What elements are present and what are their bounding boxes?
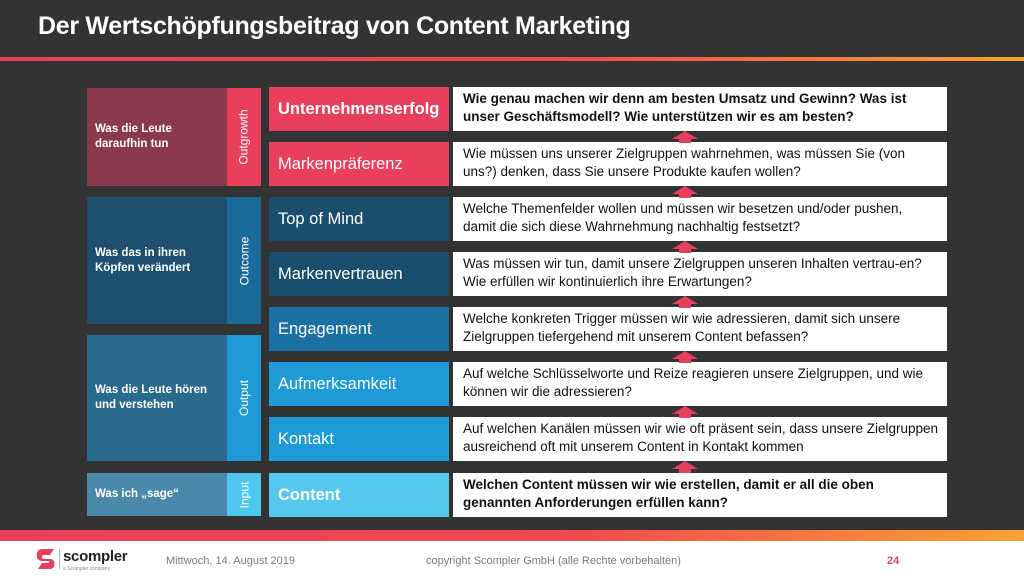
footer [0,541,1024,576]
row-label: Markenpräferenz [269,142,449,186]
up-arrow-icon [672,241,698,253]
group-tag: Outcome [227,197,261,324]
group-tag: Outgrowth [227,88,261,186]
up-arrow-icon [672,131,698,143]
row-description: Auf welchen Kanälen müssen wir wie oft p… [453,417,947,461]
group-tag: Input [227,473,261,516]
arrow-shape [672,461,698,473]
title-underline [0,57,1024,61]
arrow-shape [672,406,698,418]
row-markenvertrauen: Markenvertrauen Was müssen wir tun, dami… [269,252,947,296]
bottom-accent-bar [0,530,1024,541]
row-label: Markenvertrauen [269,252,449,296]
group-label: Was die Leute daraufhin tun [87,88,227,186]
footer-copyright: copyright Scompler GmbH (alle Rechte vor… [426,555,681,567]
group-tag-text: Outcome [237,236,251,285]
group-tag-text: Output [237,379,251,417]
row-content: Content Welchen Content müssen wir wie e… [269,473,947,517]
scompler-logo-icon [36,549,60,569]
group-output: Was die Leute hören und verstehen Output [87,335,261,461]
group-label: Was das in ihren Köpfen verändert [87,197,227,324]
row-description: Was müssen wir tun, damit unsere Zielgru… [453,252,947,296]
arrow-shape [672,131,698,143]
up-arrow-icon [672,186,698,198]
arrow-shape [672,241,698,253]
footer-date: Mittwoch, 14. August 2019 [166,555,296,567]
group-outgrowth: Was die Leute daraufhin tun Outgrowth [87,88,261,186]
group-tag-text: Outgrowth [237,109,252,165]
up-arrow-icon [672,406,698,418]
row-description: Welche konkreten Trigger müssen wir wie … [453,307,947,351]
row-unternehmenserfolg: Unternehmenserfolg Wie genau machen wir … [269,87,947,131]
row-description: Welche Themenfelder wollen und müssen wi… [453,197,947,241]
row-kontakt: Kontakt Auf welchen Kanälen müssen wir w… [269,417,947,461]
group-outcome: Was das in ihren Köpfen verändert Outcom… [87,197,261,324]
row-label: Kontakt [269,417,449,461]
row-label: Aufmerksamkeit [269,362,449,406]
group-label: Was die Leute hören und verstehen [87,335,227,461]
row-markenpraeferenz: Markenpräferenz Wie müssen uns unserer Z… [269,142,947,186]
slide-title: Der Wertschöpfungsbeitrag von Content Ma… [38,12,631,40]
up-arrow-icon [672,296,698,308]
row-engagement: Engagement Welche konkreten Trigger müss… [269,307,947,351]
row-description: Wie müssen uns unserer Zielgruppen wahrn… [453,142,947,186]
up-arrow-icon [672,461,698,473]
logo-subtext: a Scompler company [63,566,110,572]
row-label: Unternehmenserfolg [269,87,449,131]
arrow-shape [672,351,698,363]
row-description: Welchen Content müssen wir wie erstellen… [453,473,947,517]
up-arrow-icon [672,351,698,363]
arrow-shape [672,186,698,198]
row-label: Engagement [269,307,449,351]
row-label: Top of Mind [269,197,449,241]
row-description: Auf welche Schlüsselworte und Reize reag… [453,362,947,406]
group-tag-text: Input [236,481,251,508]
group-tag: Output [227,335,261,461]
group-label: Was ich „sage“ [87,473,227,516]
row-aufmerksamkeit: Aufmerksamkeit Auf welche Schlüsselworte… [269,362,947,406]
group-input: Was ich „sage“ Input [87,473,261,516]
slide-background: Der Wertschöpfungsbeitrag von Content Ma… [0,0,1024,541]
row-label: Content [269,473,449,517]
row-description: Wie genau machen wir denn am besten Umsa… [453,87,947,131]
page-number: 24 [887,555,900,567]
row-top-of-mind: Top of Mind Welche Themenfelder wollen u… [269,197,947,241]
arrow-shape [672,296,698,308]
logo-text: scompler [63,548,128,565]
